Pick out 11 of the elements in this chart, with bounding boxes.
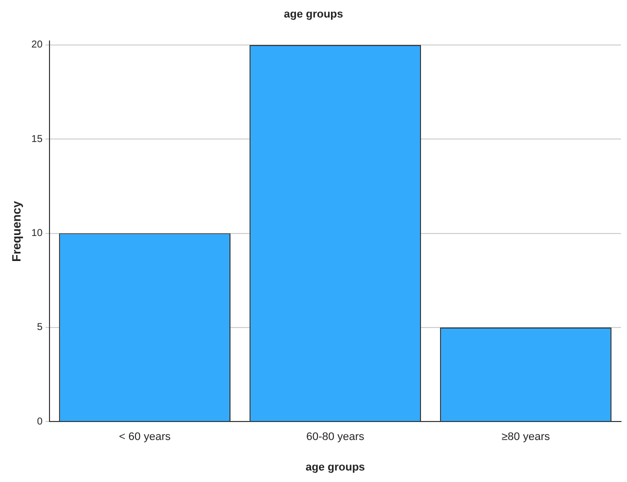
y-tick-label: 15 — [31, 134, 43, 145]
x-tick-label: 60-80 years — [306, 431, 365, 444]
y-tick-label: 10 — [31, 228, 43, 240]
chart-title: age groups — [284, 8, 344, 21]
y-tick-label: 5 — [36, 322, 43, 334]
y-tick-label: 0 — [36, 416, 43, 428]
x-axis-title: age groups — [306, 461, 365, 474]
y-tick-label: 20 — [31, 40, 43, 51]
x-tick-label: ≥80 years — [502, 431, 550, 444]
y-axis-title: Frequency — [10, 200, 24, 262]
x-tick-label: < 60 years — [118, 431, 172, 444]
